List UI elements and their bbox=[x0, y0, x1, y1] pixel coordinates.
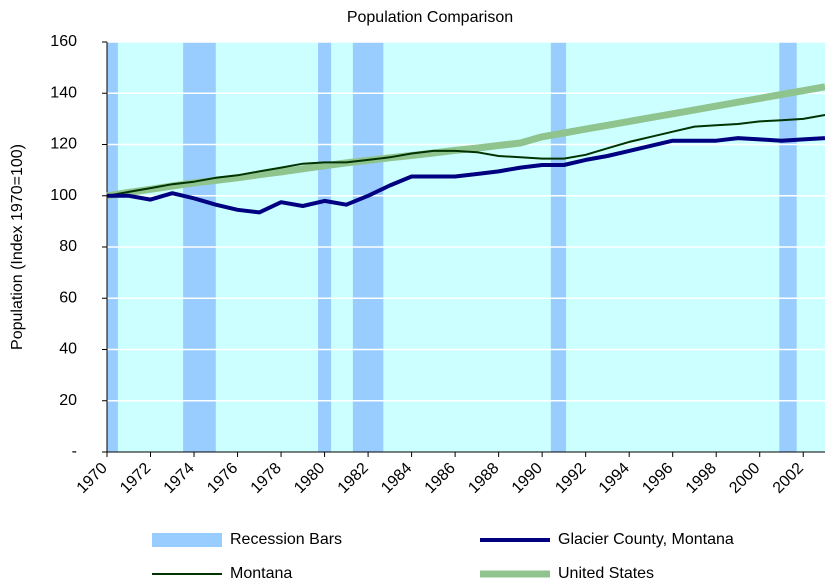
x-tick-label: 2000 bbox=[726, 460, 763, 497]
x-tick-label: 1994 bbox=[596, 460, 633, 497]
line-series bbox=[107, 136, 825, 215]
y-tick-label: 20 bbox=[59, 392, 77, 409]
y-tick-label: - bbox=[72, 443, 77, 460]
y-tick-label: 160 bbox=[50, 33, 77, 50]
line-series bbox=[106, 114, 825, 197]
y-tick-label: 40 bbox=[59, 341, 77, 358]
x-tick-label: 1986 bbox=[422, 460, 459, 497]
x-tick-label: 1984 bbox=[378, 460, 415, 497]
y-tick-label: 100 bbox=[50, 187, 77, 204]
y-axis-label: Population (Index 1970=100) bbox=[9, 144, 26, 350]
legend-label: Recession Bars bbox=[230, 531, 342, 548]
x-tick-label: 1990 bbox=[509, 460, 546, 497]
legend-label: United States bbox=[558, 565, 654, 582]
y-tick-label: 60 bbox=[59, 289, 77, 306]
x-tick-label: 1980 bbox=[291, 460, 328, 497]
legend-swatch bbox=[152, 533, 222, 547]
x-tick-label: 1982 bbox=[335, 460, 372, 497]
chart-title: Population Comparison bbox=[347, 9, 513, 26]
x-tick-label: 1976 bbox=[204, 460, 241, 497]
legend-label: Glacier County, Montana bbox=[558, 531, 734, 548]
legend-label: Montana bbox=[230, 565, 292, 582]
x-tick-label: 1978 bbox=[248, 460, 285, 497]
x-tick-label: 2002 bbox=[770, 460, 807, 497]
x-tick-label: 1992 bbox=[552, 460, 589, 497]
y-tick-label: 80 bbox=[59, 238, 77, 255]
y-tick-label: 120 bbox=[50, 136, 77, 153]
line-series bbox=[106, 83, 825, 200]
x-tick-label: 1998 bbox=[683, 460, 720, 497]
x-tick-label: 1996 bbox=[639, 460, 676, 497]
x-tick-label: 1974 bbox=[161, 460, 198, 497]
x-tick-label: 1970 bbox=[74, 460, 111, 497]
x-tick-label: 1988 bbox=[465, 460, 502, 497]
y-tick-label: 140 bbox=[50, 84, 77, 101]
x-tick-label: 1972 bbox=[117, 460, 154, 497]
